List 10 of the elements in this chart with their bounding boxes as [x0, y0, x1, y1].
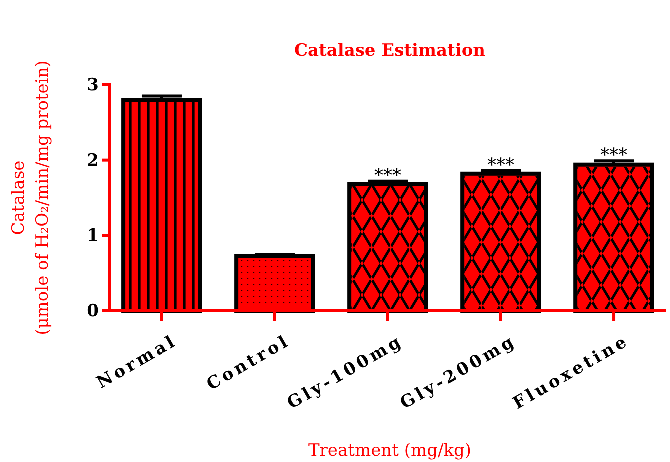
- annotation: ***: [600, 145, 628, 166]
- x-axis-title: Treatment (mg/kg): [308, 441, 472, 461]
- chart-title: Catalase Estimation: [294, 41, 486, 61]
- annotation: ***: [374, 165, 402, 186]
- y-axis-title: Catalase (μmole of H₂O₂/min/mg protein): [9, 60, 53, 336]
- y-tick-label: 3: [87, 75, 99, 96]
- y-tick-label: 2: [87, 150, 99, 171]
- y-tick-label: 1: [87, 226, 99, 246]
- y-tick-label: 0: [87, 301, 100, 322]
- annotation: ***: [488, 154, 515, 176]
